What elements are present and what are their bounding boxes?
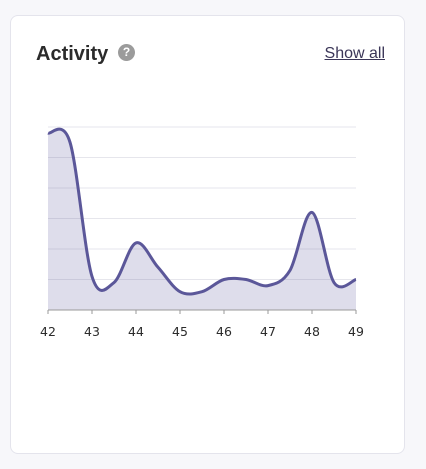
x-tick-label: 46 [216,324,232,339]
show-all-link[interactable]: Show all [324,45,385,62]
activity-card [10,15,405,454]
x-tick-label: 49 [348,324,364,339]
x-tick-label: 43 [84,324,100,339]
help-icon[interactable]: ? [118,44,135,61]
chart-grid [48,126,356,280]
x-tick-label: 48 [304,324,320,339]
x-tick-label: 44 [128,324,144,339]
activity-line [47,127,357,296]
x-tick-label: 42 [40,324,56,339]
x-tick-label: 45 [172,324,188,339]
x-tick-label: 47 [260,324,276,339]
card-title: Activity [36,43,109,65]
x-axis-ticks: 42 43 44 45 46 47 48 49 [40,310,364,339]
